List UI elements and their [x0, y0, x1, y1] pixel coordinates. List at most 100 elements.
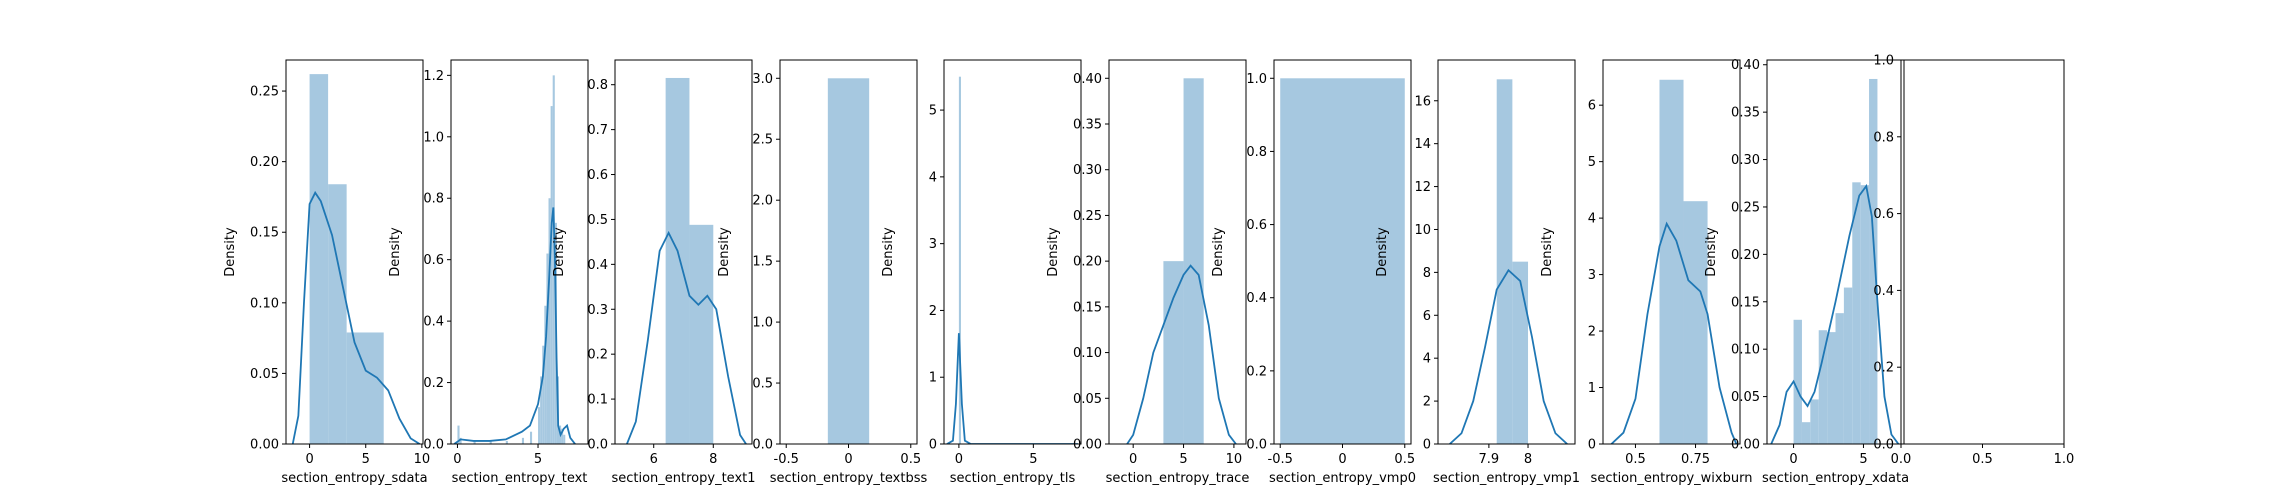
y-tick-label: 14	[1414, 137, 1431, 152]
y-tick-label: 0.20	[1073, 255, 1102, 270]
histogram-bar	[505, 440, 508, 444]
axes-frame	[1437, 59, 1576, 445]
y-tick-label: 0.25	[1073, 209, 1102, 224]
axes-frame	[285, 59, 424, 445]
y-tick-label: 0.40	[1731, 58, 1760, 73]
x-tick-label: 0	[844, 452, 852, 467]
axes-frame	[1108, 59, 1247, 445]
y-tick-label: 1.0	[1873, 54, 1894, 69]
histogram-bar	[546, 253, 549, 444]
x-axis-label: section_entropy_text	[452, 471, 588, 486]
histogram-bar	[1852, 182, 1861, 444]
histogram-bar	[563, 434, 566, 444]
y-tick-label: 1.5	[752, 255, 773, 270]
y-tick-label: 1	[1588, 381, 1596, 396]
x-tick-label: 0.5	[1394, 452, 1415, 467]
y-axis-label: Density	[1046, 227, 1061, 277]
histogram-bar	[346, 332, 384, 444]
histogram-bar	[561, 428, 564, 444]
y-tick-label: 0.30	[1073, 163, 1102, 178]
histogram-bar	[665, 77, 690, 444]
plot-area	[1770, 78, 1900, 444]
plot-area	[453, 75, 576, 444]
histogram-bar	[1843, 287, 1853, 444]
histogram-bar	[521, 437, 525, 444]
x-axis-label: section_entropy_text1	[611, 471, 755, 486]
x-tick-label: 0	[305, 452, 313, 467]
x-tick-label: 5	[1859, 452, 1867, 467]
y-tick-label: 0.05	[1073, 392, 1102, 407]
y-tick-label: 4	[929, 170, 937, 185]
histogram-bar	[689, 224, 714, 444]
kde-line	[1770, 183, 1900, 444]
y-tick-label: 3.0	[752, 72, 773, 87]
histogram-bar	[1835, 313, 1844, 444]
x-tick-label: 5	[534, 452, 542, 467]
x-tick-label: 0	[453, 452, 461, 467]
kde-line	[1126, 264, 1237, 444]
plot-area	[827, 78, 870, 444]
histogram-bar	[328, 184, 347, 444]
x-tick-label: 6	[650, 452, 658, 467]
y-tick-label: 0.20	[1731, 248, 1760, 263]
histogram-bar	[1869, 78, 1878, 444]
y-tick-label: 0.0	[1873, 438, 1894, 453]
plot-area	[1126, 78, 1237, 444]
axes-frame	[1602, 59, 1741, 445]
y-tick-label: 0.00	[1073, 438, 1102, 453]
kde-line	[1610, 221, 1738, 444]
plot-area	[1449, 79, 1568, 444]
y-tick-label: 0.15	[250, 226, 279, 241]
histogram-bar	[827, 78, 870, 444]
y-tick-label: 2.5	[752, 133, 773, 148]
plot-area	[626, 77, 747, 444]
y-tick-label: 10	[1414, 223, 1431, 238]
y-tick-label: 0.2	[423, 376, 444, 391]
y-tick-label: 1.0	[1246, 72, 1267, 87]
y-axis-label: Density	[552, 227, 567, 277]
y-tick-label: 0.15	[1731, 295, 1760, 310]
histogram-bar	[538, 407, 541, 444]
y-tick-label: 2	[1588, 325, 1596, 340]
histogram-bar	[473, 440, 476, 444]
y-tick-label: 0.4	[1246, 291, 1267, 306]
y-tick-label: 2	[929, 304, 937, 319]
histogram-bar	[550, 106, 553, 444]
x-tick-label: 0	[955, 452, 963, 467]
y-tick-label: 0	[929, 438, 937, 453]
y-tick-label: 0	[1423, 438, 1431, 453]
y-tick-label: 0.4	[1873, 284, 1894, 299]
histogram-bar	[1496, 79, 1513, 444]
y-tick-label: 0.2	[587, 348, 608, 363]
kde-line	[453, 207, 576, 444]
histogram-bar	[1659, 79, 1684, 444]
x-tick-label: 0.5	[1972, 452, 1993, 467]
x-axis-label: section_entropy_vmp0	[1269, 471, 1416, 486]
y-tick-label: 0.6	[1246, 218, 1267, 233]
y-tick-label: 3	[929, 237, 937, 252]
subplot-2: 0 5 0.0 0.2 0.4 0.6 0.8 1.0 1.2 Density section_en…	[388, 59, 589, 486]
subplot-9: 0.5 0.75 0 1 2 3 4 5 6 Density section_entropy_wix…	[1540, 59, 1752, 486]
axes-frame	[1900, 59, 2065, 445]
histogram-bar	[529, 431, 533, 444]
histogram-bar	[544, 305, 547, 444]
histogram-bar	[457, 425, 460, 444]
histogram-bar	[459, 437, 462, 444]
subplot-10: 0 5 0.00 0.05 0.10 0.15 0.20 0.25 0.30 0.35 0.40 De…	[1704, 58, 1909, 486]
x-tick-label: 5	[362, 452, 370, 467]
y-tick-label: 0.0	[752, 438, 773, 453]
y-tick-label: 12	[1414, 180, 1431, 195]
y-tick-label: 3	[1588, 268, 1596, 283]
y-tick-label: 0.10	[250, 296, 279, 311]
y-axis-label: Density	[1540, 227, 1555, 277]
y-axis-label: Density	[1375, 227, 1390, 277]
y-tick-label: 0.35	[1731, 106, 1760, 121]
y-tick-label: 0.0	[587, 438, 608, 453]
y-tick-label: 0.05	[1731, 390, 1760, 405]
plot-area	[946, 76, 1079, 444]
kde-line	[626, 230, 747, 444]
y-tick-label: 0.35	[1073, 118, 1102, 133]
x-tick-label: 0	[1338, 452, 1346, 467]
x-tick-label: 0	[1789, 452, 1797, 467]
